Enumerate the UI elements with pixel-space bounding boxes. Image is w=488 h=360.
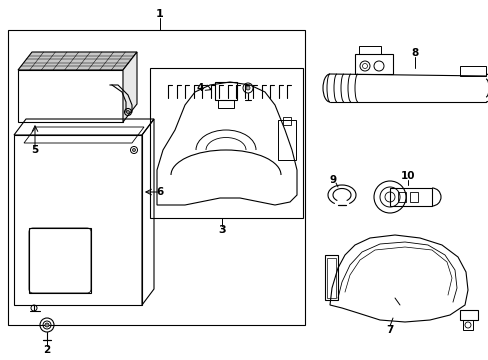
Bar — [278, 120, 295, 160]
Bar — [8, 30, 305, 325]
Text: 9: 9 — [329, 175, 336, 185]
Text: 4: 4 — [196, 83, 203, 93]
Polygon shape — [123, 52, 137, 122]
Circle shape — [45, 323, 49, 327]
Bar — [150, 68, 303, 218]
Text: 1: 1 — [156, 9, 163, 19]
Bar — [29, 228, 91, 293]
Bar — [459, 66, 485, 76]
Text: 8: 8 — [410, 48, 418, 58]
Bar — [459, 310, 477, 320]
Bar — [283, 117, 290, 125]
Bar — [397, 192, 405, 202]
Text: 5: 5 — [31, 145, 39, 155]
Circle shape — [132, 149, 135, 152]
Bar — [215, 82, 237, 100]
Bar — [354, 54, 392, 74]
Text: 3: 3 — [218, 225, 225, 235]
Bar — [389, 188, 431, 206]
Circle shape — [126, 111, 129, 113]
Bar — [462, 320, 472, 330]
Text: 2: 2 — [43, 345, 51, 355]
Bar — [409, 192, 417, 202]
Bar — [218, 100, 234, 108]
Bar — [358, 46, 380, 54]
Text: 6: 6 — [156, 187, 163, 197]
Text: 7: 7 — [386, 325, 393, 335]
Polygon shape — [18, 52, 137, 70]
Bar — [326, 258, 335, 298]
Text: 10: 10 — [400, 171, 414, 181]
Circle shape — [245, 86, 249, 90]
